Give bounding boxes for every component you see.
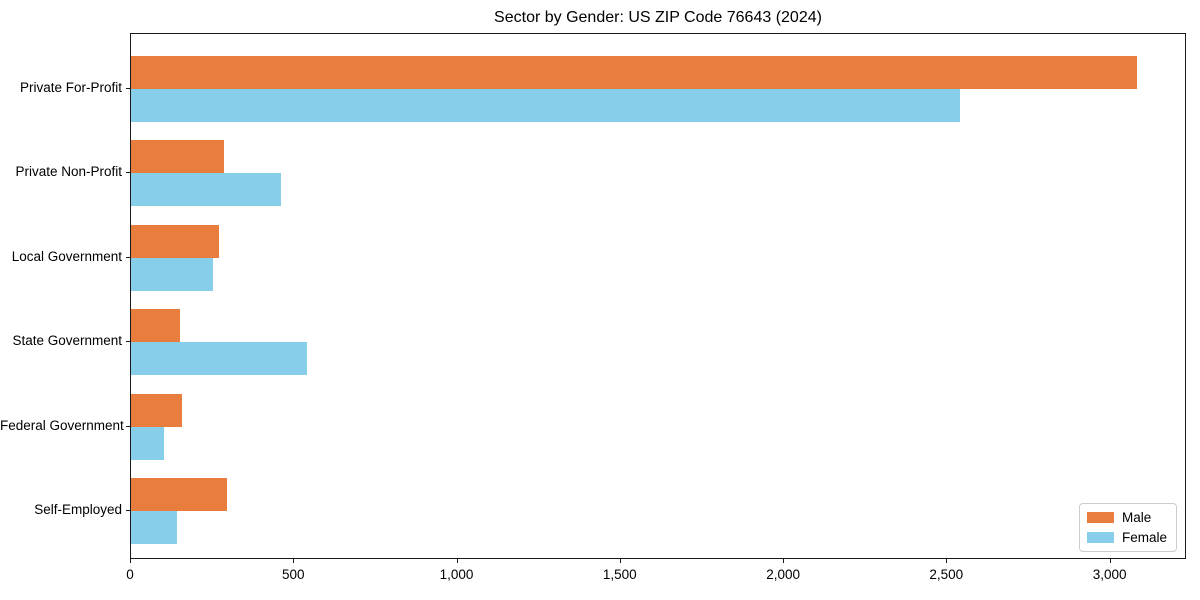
y-tick-mark: [126, 88, 130, 89]
y-tick-mark: [126, 256, 130, 258]
plot-area: Male Female: [130, 33, 1186, 559]
x-tick-mark: [946, 559, 948, 563]
x-tick-label-1-500: 1,500: [602, 567, 637, 582]
legend-item-female: Female: [1086, 530, 1167, 545]
y-tick-mark: [126, 425, 130, 427]
bar-female-state-government: [131, 342, 308, 376]
y-tick-label-state-government: State Government: [12, 333, 122, 349]
bar-male-private-for-profit: [131, 56, 1137, 89]
bar-male-self-employed: [131, 478, 228, 511]
x-tick-mark: [1109, 559, 1111, 563]
y-tick-mark: [126, 510, 130, 511]
legend-swatch-female: [1086, 532, 1114, 543]
y-tick-mark: [126, 172, 130, 174]
legend-label-male: Male: [1121, 510, 1152, 525]
x-tick-mark: [293, 559, 295, 563]
x-tick-mark: [783, 559, 785, 563]
x-tick-label-1-000: 1,000: [439, 567, 474, 582]
legend: Male Female: [1078, 503, 1177, 552]
legend-item-male: Male: [1086, 510, 1167, 525]
x-tick-mark: [619, 559, 621, 563]
y-tick-label-private-non-profit: Private Non-Profit: [15, 164, 122, 180]
x-tick-mark: [456, 559, 458, 563]
y-tick-mark: [126, 341, 130, 343]
x-tick-label-0: 0: [126, 567, 134, 582]
chart-title: Sector by Gender: US ZIP Code 76643 (202…: [494, 9, 822, 26]
x-tick-mark: [130, 559, 131, 563]
bar-female-federal-government: [131, 426, 164, 460]
bar-female-private-non-profit: [131, 173, 282, 207]
y-tick-label-federal-government: Federal Government: [0, 417, 124, 433]
x-tick-label-500: 500: [282, 567, 305, 582]
bar-male-private-non-profit: [131, 140, 225, 174]
bar-male-federal-government: [131, 393, 182, 427]
x-tick-label-3-000: 3,000: [1092, 567, 1127, 582]
bar-female-local-government: [131, 257, 213, 291]
bar-male-local-government: [131, 224, 220, 258]
y-tick-label-private-for-profit: Private For-Profit: [19, 80, 122, 95]
legend-swatch-male: [1086, 512, 1114, 523]
y-tick-label-self-employed: Self-Employed: [34, 502, 122, 517]
legend-label-female: Female: [1121, 530, 1167, 545]
y-tick-label-local-government: Local Government: [11, 248, 122, 264]
bar-male-state-government: [131, 309, 180, 343]
x-tick-label-2-000: 2,000: [766, 567, 800, 582]
bar-female-private-for-profit: [131, 89, 961, 122]
x-tick-label-2-500: 2,500: [929, 567, 964, 582]
bar-female-self-employed: [131, 511, 177, 544]
